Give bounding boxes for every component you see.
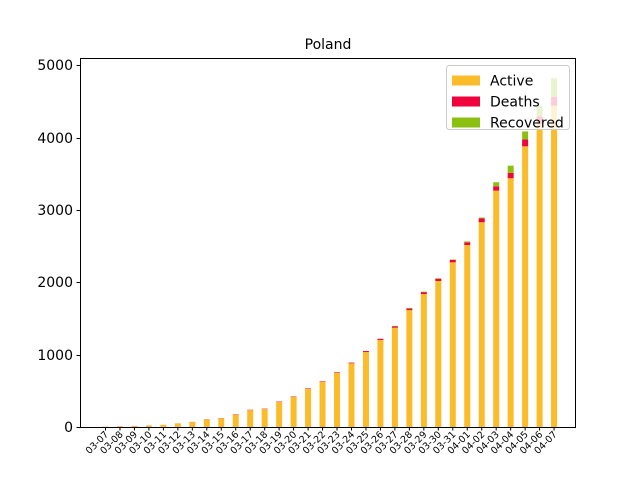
bar-active-03-14 (203, 419, 210, 427)
bar-deaths-04-03 (493, 186, 500, 191)
bar-recovered-04-03 (493, 182, 500, 187)
bar-active-04-06 (536, 123, 543, 428)
bar-active-03-11 (160, 424, 167, 427)
bar-deaths-03-21 (305, 388, 312, 389)
bar-active-04-07 (551, 105, 558, 428)
legend-label-deaths: Deaths (490, 95, 540, 111)
bar-recovered-04-04 (507, 165, 514, 173)
bar-active-04-05 (522, 146, 529, 427)
bar-active-03-22 (319, 381, 326, 427)
bar-deaths-03-28 (406, 308, 413, 311)
bar-active-03-16 (232, 414, 239, 427)
bar-active-03-13 (189, 422, 196, 427)
y-tick-label-0: 0 (64, 420, 73, 436)
bar-active-04-03 (493, 190, 500, 427)
bar-deaths-04-05 (522, 139, 529, 147)
bar-deaths-03-30 (435, 278, 442, 281)
bar-active-03-09 (131, 425, 138, 427)
bar-deaths-03-25 (362, 351, 369, 353)
x-axis: 03-0703-0803-0903-1003-1103-1203-1303-14… (84, 427, 560, 457)
bar-deaths-03-27 (391, 326, 398, 328)
bar-deaths-03-24 (348, 362, 355, 364)
chart-legend: Active Deaths Recovered (446, 65, 570, 132)
bar-recovered-04-02 (478, 217, 485, 219)
bar-active-03-25 (362, 352, 369, 427)
bar-deaths-03-26 (377, 338, 384, 340)
bar-active-03-31 (449, 262, 456, 427)
bar-recovered-03-29 (420, 291, 427, 293)
bar-recovered-04-05 (522, 131, 529, 140)
y-tick-label-5000: 5000 (37, 58, 73, 74)
bar-active-03-20 (290, 396, 297, 427)
bar-active-03-21 (305, 388, 312, 427)
y-tick-label-1000: 1000 (37, 348, 73, 364)
y-tick-label-2000: 2000 (37, 275, 73, 291)
bar-recovered-03-30 (435, 278, 442, 279)
legend-swatch-deaths (452, 96, 480, 107)
bar-active-03-24 (348, 363, 355, 427)
legend-label-active: Active (490, 74, 533, 90)
bar-active-03-17 (247, 410, 254, 427)
bars-layer (102, 78, 558, 428)
plot-frame (80, 58, 576, 428)
bar-active-03-10 (145, 425, 152, 427)
bar-deaths-04-01 (464, 242, 471, 246)
bar-active-03-18 (261, 409, 268, 427)
bar-recovered-03-31 (449, 259, 456, 260)
bar-active-03-30 (435, 280, 442, 427)
bar-deaths-04-04 (507, 172, 514, 179)
bar-deaths-03-23 (334, 372, 341, 373)
bar-active-04-04 (507, 178, 514, 427)
legend-label-recovered: Recovered (490, 116, 564, 132)
y-tick-label-3000: 3000 (37, 203, 73, 219)
bar-recovered-03-28 (406, 308, 413, 309)
bar-active-03-26 (377, 339, 384, 427)
bar-recovered-03-27 (391, 325, 398, 327)
bar-active-03-08 (116, 426, 123, 427)
bar-active-04-01 (464, 245, 471, 427)
y-tick-label-4000: 4000 (37, 131, 73, 147)
bar-recovered-04-01 (464, 241, 471, 243)
y-axis: 0 1000 2000 3000 4000 5000 (37, 58, 80, 436)
bar-deaths-03-29 (420, 292, 427, 295)
bar-active-03-27 (391, 327, 398, 427)
chart-title: Poland (305, 37, 352, 53)
bar-deaths-03-22 (319, 381, 326, 382)
bar-deaths-03-31 (449, 259, 456, 263)
bar-active-03-23 (334, 372, 341, 427)
legend-swatch-recovered (452, 117, 480, 128)
legend-swatch-active (452, 75, 480, 86)
bar-active-04-02 (478, 222, 485, 427)
bar-active-03-15 (218, 418, 225, 427)
bar-deaths-04-02 (478, 218, 485, 223)
bar-active-03-12 (174, 423, 181, 427)
bar-active-03-28 (406, 310, 413, 427)
bar-active-03-19 (276, 401, 283, 427)
bar-active-03-29 (420, 294, 427, 427)
